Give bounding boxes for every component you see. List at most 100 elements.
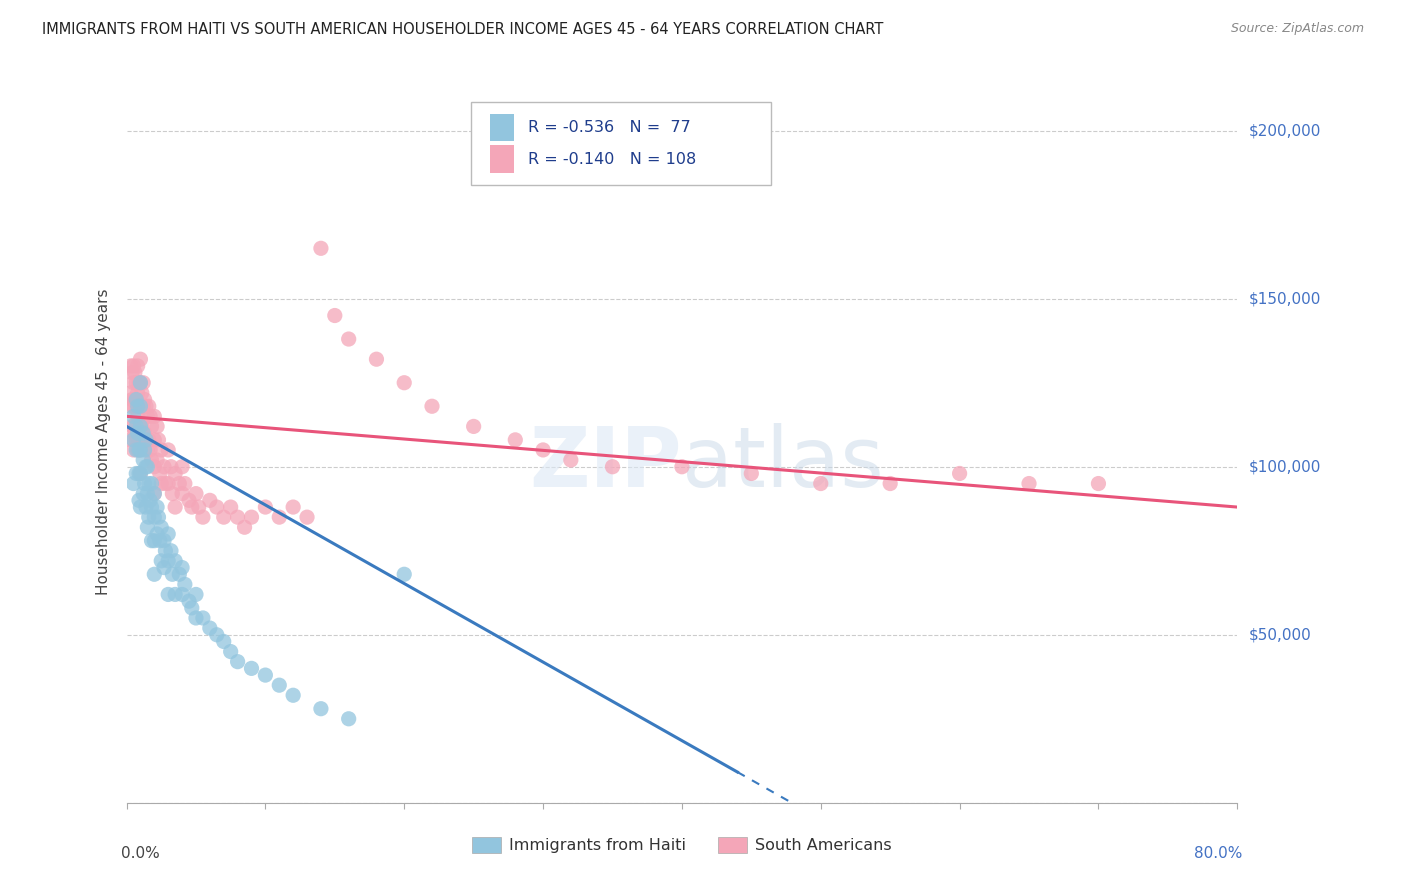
Point [129,419,152,434]
Point [143,486,166,500]
Point [169,567,191,582]
Point [150,442,173,457]
Point [122,409,145,424]
Point [205,628,228,642]
Point [127,426,149,441]
Point [134,392,156,407]
Point [233,520,256,534]
Point [143,510,166,524]
Point [129,442,152,457]
Point [129,376,152,390]
Point [146,500,169,514]
Point [138,510,160,524]
Point [948,467,970,481]
Point [121,392,143,407]
Point [135,399,157,413]
Point [143,433,166,447]
Text: $50,000: $50,000 [1249,627,1312,642]
Point [129,376,152,390]
Point [155,476,177,491]
Point [125,392,148,407]
Point [120,359,142,373]
Point [141,476,163,491]
Point [125,442,148,457]
Point [172,560,194,574]
Point [143,567,166,582]
Point [132,433,155,447]
Point [122,419,145,434]
Point [143,533,166,548]
Point [138,433,160,447]
Point [153,533,176,548]
Point [132,376,155,390]
Point [128,493,150,508]
Point [309,702,332,716]
Point [134,426,156,441]
Point [173,577,195,591]
Point [337,712,360,726]
Point [337,332,360,346]
Point [148,510,170,524]
Point [135,500,157,514]
Point [135,433,157,447]
Point [531,442,554,457]
Point [129,500,152,514]
FancyBboxPatch shape [489,113,515,141]
Y-axis label: Householder Income Ages 45 - 64 years: Householder Income Ages 45 - 64 years [96,288,111,595]
Point [394,567,416,582]
Point [146,527,169,541]
Point [129,467,152,481]
Point [127,359,149,373]
Point [191,611,214,625]
Point [141,533,163,548]
Point [295,510,318,524]
Point [129,352,152,367]
Point [269,678,291,692]
Point [160,459,183,474]
Point [309,241,332,255]
Text: IMMIGRANTS FROM HAITI VS SOUTH AMERICAN HOUSEHOLDER INCOME AGES 45 - 64 YEARS CO: IMMIGRANTS FROM HAITI VS SOUTH AMERICAN … [42,22,883,37]
Point [1018,476,1040,491]
Point [254,500,277,514]
Text: R = -0.536   N =  77: R = -0.536 N = 77 [527,120,690,135]
Point [184,611,207,625]
Text: 0.0%: 0.0% [121,847,160,861]
Point [134,442,156,457]
Point [157,527,180,541]
Point [143,459,166,474]
Point [226,655,249,669]
Point [219,644,242,658]
Point [141,500,163,514]
Point [810,476,832,491]
Point [198,621,221,635]
Point [602,459,624,474]
Point [122,442,145,457]
Point [162,486,184,500]
Point [129,399,152,413]
Point [177,493,200,508]
Point [240,510,263,524]
Point [323,309,346,323]
Point [136,459,159,474]
Point [180,600,202,615]
Point [132,426,155,441]
Point [212,510,235,524]
Point [671,459,693,474]
Point [153,459,176,474]
Point [120,399,142,413]
FancyBboxPatch shape [489,145,515,173]
Point [173,476,195,491]
Point [149,467,172,481]
Point [165,587,187,601]
Point [122,399,145,413]
Point [184,587,207,601]
Point [740,467,762,481]
Point [122,359,145,373]
Text: atlas: atlas [682,423,883,504]
Point [165,554,187,568]
Point [157,476,180,491]
Point [212,634,235,648]
Legend: Immigrants from Haiti, South Americans: Immigrants from Haiti, South Americans [465,831,898,860]
Point [138,399,160,413]
Point [125,376,148,390]
